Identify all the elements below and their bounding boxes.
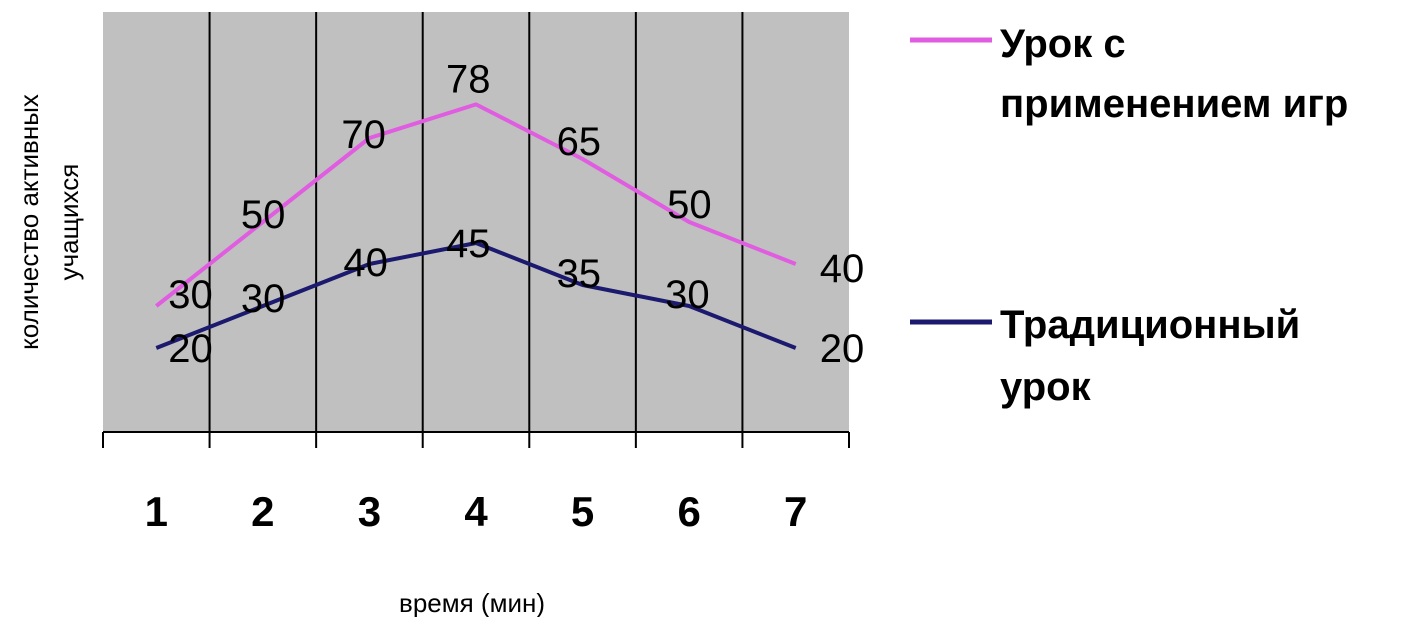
y-axis-title: количество активных учащихся — [14, 94, 84, 350]
legend-item-games: Урок с применением игр — [910, 22, 1348, 126]
series-layer — [155, 102, 797, 350]
legend-label-traditional-line-2: урок — [1000, 365, 1092, 409]
data-label: 30 — [665, 273, 710, 317]
series-line-traditional — [155, 241, 797, 350]
legend-label-games-line-2: применением игр — [1000, 82, 1348, 126]
data-label: 65 — [557, 120, 602, 164]
data-label: 35 — [557, 252, 602, 296]
data-label: 30 — [168, 273, 213, 317]
y-axis-title-line-2: учащихся — [54, 164, 84, 281]
x-axis-title: время (мин) — [399, 588, 545, 617]
x-tick-label: 7 — [784, 488, 807, 535]
x-tick-label: 4 — [464, 488, 488, 535]
data-label: 78 — [446, 57, 491, 101]
x-tick-labels: 1 2 3 4 5 6 7 — [145, 488, 808, 535]
x-tick-label: 6 — [677, 488, 700, 535]
series-line-games — [155, 102, 797, 308]
data-label: 40 — [820, 247, 865, 291]
data-label: 45 — [446, 222, 491, 266]
data-labels: 30 50 70 78 65 50 40 20 30 40 45 35 30 20 — [168, 57, 864, 371]
x-tick-label: 2 — [251, 488, 274, 535]
data-label: 30 — [241, 277, 286, 321]
data-label: 20 — [168, 327, 213, 371]
data-label: 70 — [341, 113, 386, 157]
x-tick-label: 5 — [571, 488, 594, 535]
legend: Урок с применением игр Традиционный урок — [910, 22, 1348, 409]
data-label: 20 — [820, 327, 865, 371]
legend-label-games-line-1: Урок с — [1000, 22, 1126, 66]
legend-item-traditional: Традиционный урок — [910, 303, 1300, 409]
data-label: 50 — [667, 183, 712, 227]
data-label: 40 — [343, 241, 388, 285]
x-tick-label: 1 — [145, 488, 168, 535]
data-label: 50 — [241, 193, 286, 237]
grid-lines — [208, 12, 744, 432]
x-axis — [102, 431, 850, 448]
x-tick-label: 3 — [358, 488, 381, 535]
legend-label-traditional-line-1: Традиционный — [1000, 303, 1300, 347]
plot-area — [103, 12, 849, 432]
y-axis-title-line-1: количество активных — [14, 94, 44, 350]
